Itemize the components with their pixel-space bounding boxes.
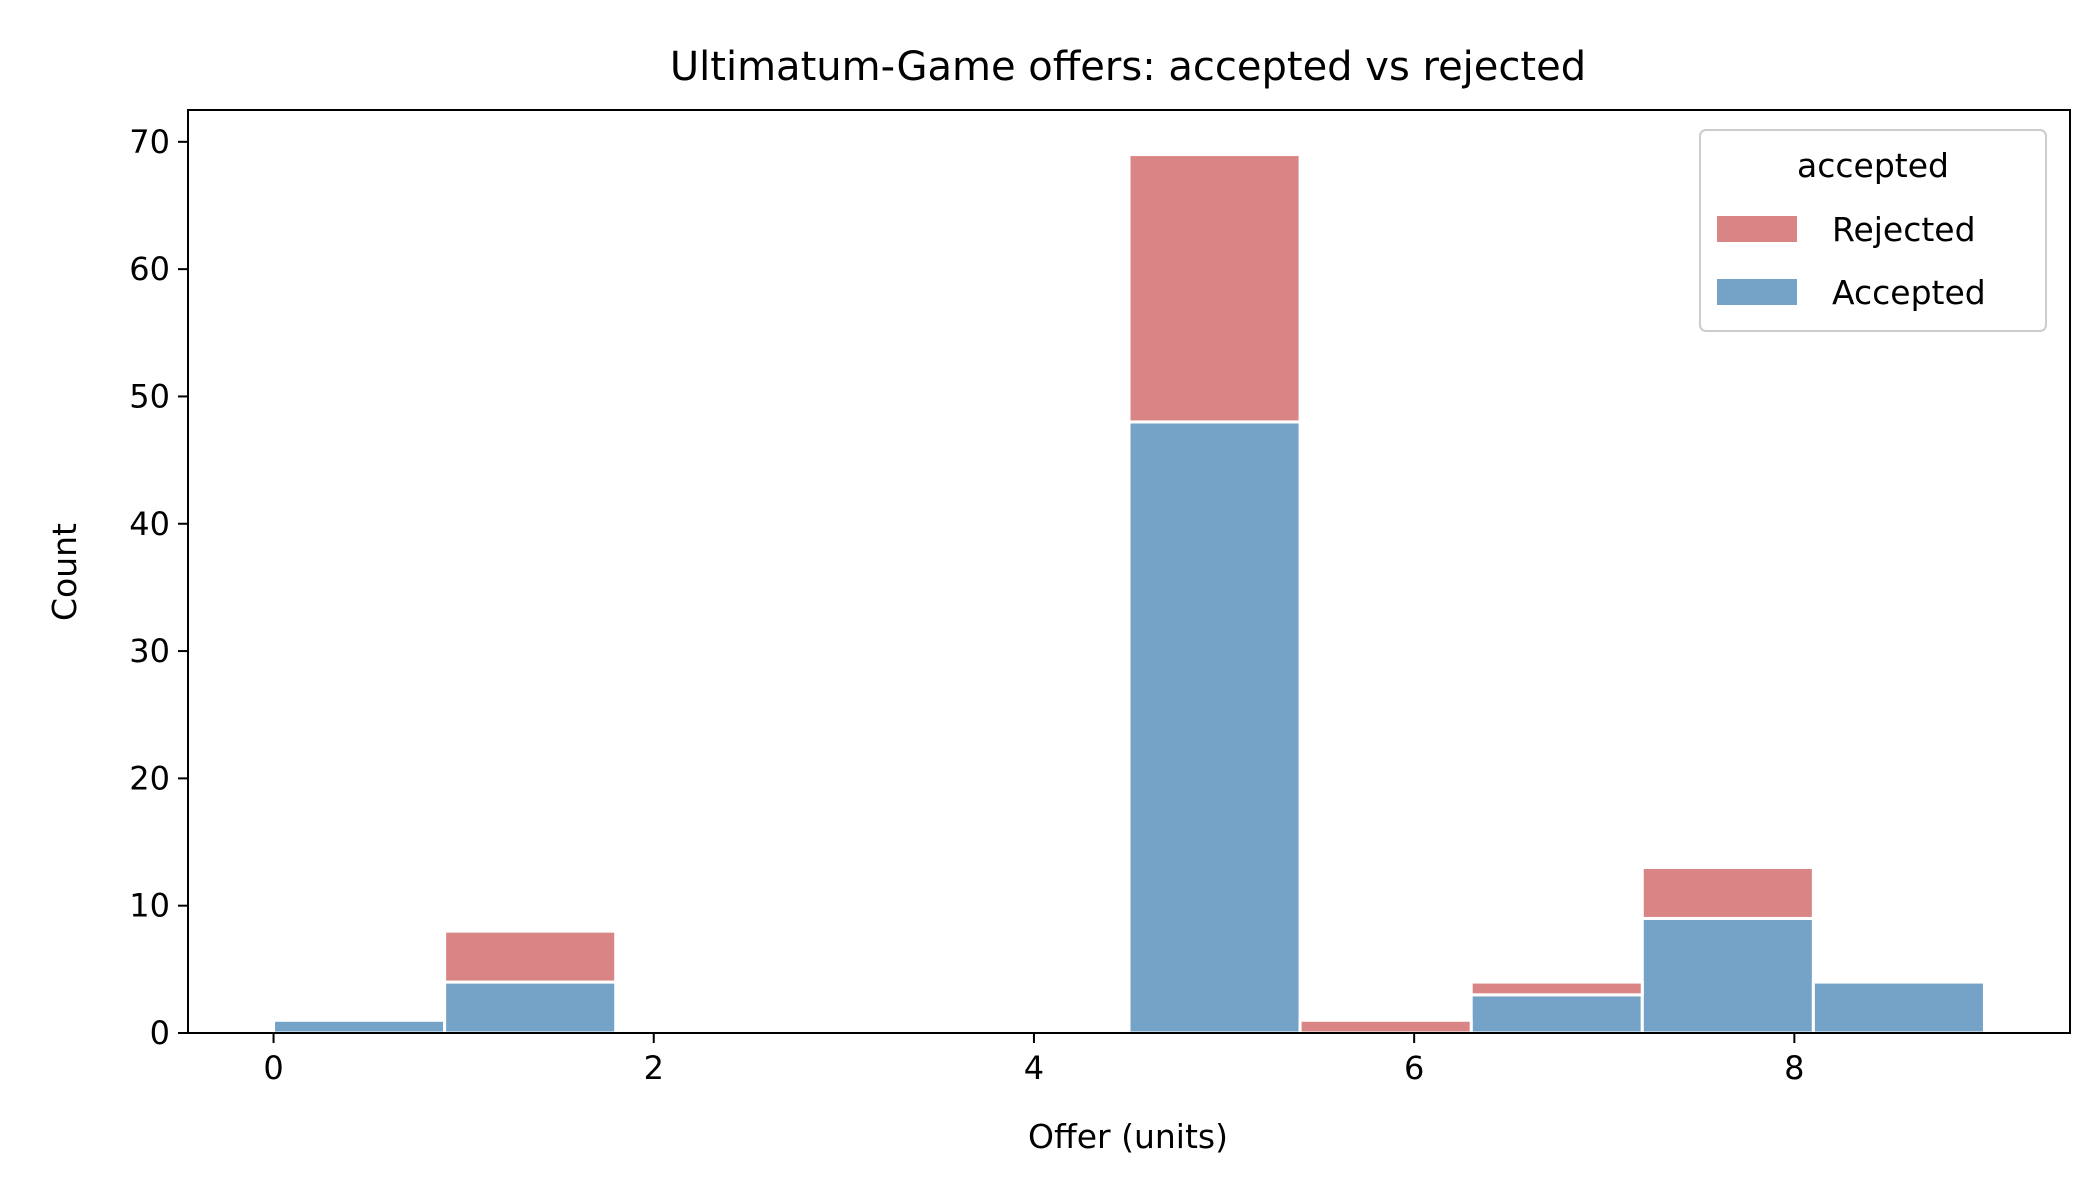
bar-accepted-bin-7 bbox=[1469, 993, 1644, 1035]
x-tick-label: 6 bbox=[1404, 1049, 1424, 1087]
chart-title: Ultimatum-Game offers: accepted vs rejec… bbox=[670, 44, 1586, 90]
y-tick-label: 20 bbox=[129, 759, 170, 797]
y-tick-label: 60 bbox=[129, 250, 170, 288]
legend: accepted Rejected Accepted bbox=[1699, 129, 2047, 332]
y-axis-title: Count bbox=[45, 523, 84, 621]
x-tick-label: 4 bbox=[1024, 1049, 1044, 1087]
y-tick-label: 70 bbox=[129, 123, 170, 161]
x-tick-label: 2 bbox=[644, 1049, 664, 1087]
y-tick-label: 40 bbox=[129, 505, 170, 543]
x-axis-title: Offer (units) bbox=[1028, 1117, 1228, 1156]
bar-rejected-bin-8 bbox=[1640, 865, 1815, 920]
bar-accepted-bin-1 bbox=[443, 980, 618, 1035]
bar-accepted-bin-0 bbox=[272, 1018, 447, 1035]
x-tick-label: 8 bbox=[1784, 1049, 1804, 1087]
x-axis: 0 2 4 6 8 bbox=[263, 1033, 1805, 1087]
plot-frame bbox=[187, 109, 2071, 1034]
y-axis: 0 10 20 30 40 50 60 70 bbox=[129, 123, 188, 1052]
bar-accepted-bin-5 bbox=[1127, 420, 1302, 1035]
legend-label-accepted: Accepted bbox=[1832, 273, 1986, 312]
x-tick-label: 0 bbox=[263, 1049, 283, 1087]
y-tick-label: 30 bbox=[129, 632, 170, 670]
bar-rejected-bin-1 bbox=[443, 929, 618, 984]
bar-accepted-bin-9 bbox=[1811, 980, 1986, 1035]
bars-layer bbox=[272, 153, 1986, 1035]
y-tick-label: 50 bbox=[129, 377, 170, 415]
legend-swatch-rejected bbox=[1717, 216, 1797, 242]
legend-swatch-accepted bbox=[1717, 279, 1797, 305]
bar-rejected-bin-7 bbox=[1469, 980, 1644, 997]
y-tick-label: 0 bbox=[150, 1014, 170, 1052]
bar-rejected-bin-5 bbox=[1127, 153, 1302, 424]
bar-rejected-bin-6 bbox=[1298, 1018, 1473, 1035]
legend-items: Rejected Accepted bbox=[1717, 210, 1986, 312]
bar-accepted-bin-8 bbox=[1640, 916, 1815, 1035]
y-tick-label: 10 bbox=[129, 887, 170, 925]
legend-title: accepted bbox=[1797, 146, 1949, 185]
legend-label-rejected: Rejected bbox=[1832, 210, 1976, 249]
